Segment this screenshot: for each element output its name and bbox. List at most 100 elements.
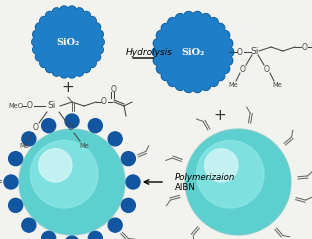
- Circle shape: [22, 218, 36, 232]
- Circle shape: [41, 59, 48, 67]
- Circle shape: [60, 7, 68, 14]
- Circle shape: [126, 175, 140, 189]
- Circle shape: [75, 68, 84, 76]
- Circle shape: [168, 77, 177, 86]
- Circle shape: [157, 64, 166, 73]
- Circle shape: [52, 8, 61, 16]
- Text: Me: Me: [272, 82, 282, 88]
- Circle shape: [92, 53, 100, 60]
- Circle shape: [65, 236, 79, 239]
- Circle shape: [220, 64, 229, 73]
- Circle shape: [9, 198, 23, 212]
- Circle shape: [92, 23, 100, 31]
- Text: Polymerizaion: Polymerizaion: [175, 174, 235, 183]
- Circle shape: [153, 56, 163, 65]
- Circle shape: [33, 30, 41, 38]
- Circle shape: [121, 152, 135, 166]
- Text: Hydrolysis: Hydrolysis: [125, 48, 173, 56]
- Circle shape: [95, 45, 103, 54]
- Circle shape: [224, 48, 233, 56]
- Circle shape: [42, 119, 56, 133]
- Text: O: O: [302, 43, 308, 51]
- Circle shape: [4, 175, 18, 189]
- Circle shape: [36, 53, 44, 60]
- Circle shape: [96, 38, 104, 46]
- Circle shape: [32, 38, 40, 46]
- Text: +: +: [214, 108, 227, 123]
- Text: O: O: [111, 85, 117, 93]
- Text: Si: Si: [48, 102, 56, 110]
- Circle shape: [36, 23, 44, 31]
- Circle shape: [19, 129, 125, 235]
- Circle shape: [60, 6, 68, 14]
- Circle shape: [76, 68, 83, 75]
- Circle shape: [184, 11, 193, 21]
- Circle shape: [41, 17, 48, 25]
- Circle shape: [220, 31, 229, 40]
- Circle shape: [88, 59, 96, 67]
- Circle shape: [201, 14, 211, 23]
- Circle shape: [46, 12, 54, 20]
- Circle shape: [88, 17, 95, 25]
- Text: Me: Me: [228, 82, 238, 88]
- Circle shape: [215, 23, 225, 33]
- Circle shape: [60, 70, 68, 77]
- Circle shape: [193, 83, 202, 92]
- Text: Me: Me: [79, 143, 89, 149]
- Circle shape: [209, 18, 218, 27]
- Text: O: O: [237, 48, 243, 56]
- Circle shape: [156, 64, 166, 73]
- Circle shape: [186, 130, 290, 234]
- Text: Me: Me: [19, 143, 29, 149]
- Circle shape: [184, 12, 193, 21]
- Circle shape: [33, 46, 41, 53]
- Circle shape: [88, 119, 102, 133]
- Circle shape: [215, 24, 224, 33]
- Circle shape: [40, 16, 48, 25]
- Circle shape: [40, 59, 48, 67]
- Circle shape: [33, 45, 41, 54]
- Circle shape: [193, 11, 202, 21]
- Circle shape: [201, 14, 210, 23]
- Circle shape: [108, 132, 122, 146]
- Circle shape: [68, 6, 76, 14]
- Text: SiO₂: SiO₂: [56, 38, 80, 47]
- Circle shape: [162, 71, 171, 80]
- Circle shape: [193, 12, 202, 21]
- Circle shape: [121, 198, 135, 212]
- Circle shape: [32, 38, 40, 46]
- Circle shape: [215, 71, 225, 81]
- Text: O: O: [240, 65, 246, 74]
- Circle shape: [76, 9, 83, 16]
- Text: MeO: MeO: [8, 103, 23, 109]
- Circle shape: [193, 83, 202, 92]
- Circle shape: [36, 23, 44, 31]
- Circle shape: [52, 68, 61, 76]
- Circle shape: [196, 140, 264, 208]
- Circle shape: [175, 81, 185, 90]
- Circle shape: [223, 56, 233, 65]
- Circle shape: [176, 14, 185, 23]
- Circle shape: [33, 31, 41, 38]
- Circle shape: [36, 53, 44, 61]
- Circle shape: [82, 64, 90, 73]
- Circle shape: [153, 48, 162, 56]
- Text: O: O: [27, 102, 33, 110]
- Circle shape: [168, 18, 177, 27]
- Circle shape: [42, 231, 56, 239]
- Circle shape: [68, 70, 76, 77]
- Circle shape: [220, 64, 230, 73]
- Circle shape: [184, 83, 193, 92]
- Circle shape: [184, 83, 193, 92]
- Circle shape: [153, 39, 163, 48]
- Circle shape: [168, 18, 177, 27]
- Circle shape: [223, 39, 232, 48]
- Circle shape: [88, 59, 95, 67]
- Circle shape: [201, 81, 211, 90]
- Circle shape: [46, 11, 54, 20]
- Circle shape: [157, 16, 229, 88]
- Circle shape: [36, 10, 100, 74]
- Circle shape: [161, 23, 171, 33]
- Circle shape: [68, 7, 76, 14]
- Circle shape: [46, 64, 54, 72]
